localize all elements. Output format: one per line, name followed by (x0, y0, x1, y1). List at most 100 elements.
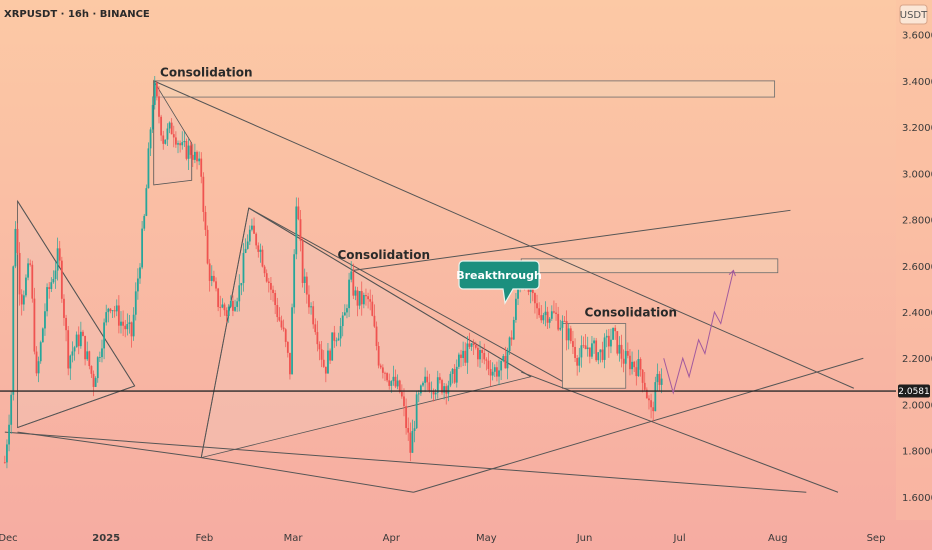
candle-body (367, 296, 369, 300)
candle-body (263, 266, 266, 274)
candle-body (381, 367, 384, 373)
candle-body (403, 396, 405, 407)
candle-body (618, 344, 621, 354)
candle-body (48, 287, 51, 289)
price-tick-label: 1.8000 (902, 447, 932, 458)
candle-body (424, 376, 427, 383)
candle-body (593, 340, 595, 344)
price-axis-panel[interactable] (896, 0, 932, 520)
trend-line[interactable] (353, 209, 791, 271)
candle-body (136, 278, 139, 292)
candle-body (369, 299, 372, 302)
candle-body (331, 332, 334, 361)
currency-button[interactable]: USDT (899, 4, 928, 25)
candle-body (329, 350, 331, 361)
candle-body (310, 306, 312, 308)
candle-body (90, 366, 93, 374)
candle-body (472, 343, 475, 346)
trend-line[interactable] (17, 200, 136, 387)
candle-body (18, 252, 21, 295)
candle-body (386, 373, 388, 381)
trend-line[interactable] (17, 431, 202, 459)
candle-body (610, 339, 612, 347)
candle-body (557, 313, 560, 330)
candle-body (126, 323, 129, 330)
trend-line[interactable] (4, 431, 807, 493)
candle-body (177, 143, 179, 145)
candle-body (248, 229, 251, 242)
candle-body (656, 373, 659, 383)
candle-body (487, 360, 490, 369)
trend-line[interactable] (17, 385, 135, 429)
candle-body (650, 400, 652, 408)
candle-body (324, 366, 327, 374)
candle-body (559, 327, 562, 330)
symbol-title: XRPUSDT · 16h · BINANCE (4, 9, 150, 20)
candle-body (576, 358, 579, 366)
candle-body (498, 370, 500, 377)
candle-body (162, 135, 165, 144)
candle-body (415, 394, 418, 429)
candle-body (641, 369, 644, 383)
candle-body (3, 462, 6, 464)
candle-body (8, 424, 10, 445)
trend-line[interactable] (413, 357, 864, 493)
projection-path[interactable] (663, 270, 734, 395)
candle-body (392, 376, 395, 382)
price-tick-label: 2.4000 (902, 308, 932, 319)
candle-body (305, 276, 308, 295)
trend-line[interactable] (200, 207, 250, 458)
candle-body (457, 354, 460, 367)
candle-body (158, 96, 160, 117)
candle-body (335, 340, 338, 342)
trend-line[interactable] (153, 80, 855, 389)
candle-body (341, 315, 344, 327)
candle-body (299, 219, 302, 241)
candle-body (282, 327, 285, 330)
candle-body (616, 331, 619, 354)
candle-body (417, 393, 420, 395)
candle-body (580, 345, 583, 358)
candle-body (101, 348, 103, 358)
candle-body (569, 328, 572, 342)
candle-body (506, 351, 509, 369)
price-tick-label: 3.4000 (902, 77, 932, 88)
candle-body (413, 428, 416, 431)
candle-body (261, 249, 264, 267)
candle-body (122, 321, 124, 326)
candle-body (432, 390, 435, 395)
candle-body (468, 343, 471, 347)
candle-body (210, 275, 213, 281)
candle-body (50, 282, 53, 289)
candle-body (318, 344, 321, 350)
candle-body (637, 359, 640, 377)
candle-body (531, 286, 534, 294)
candle-body (360, 291, 363, 305)
candle-body (553, 311, 555, 313)
pennant-shape (153, 79, 193, 186)
candle-body (489, 368, 492, 376)
candle-body (189, 145, 192, 155)
candle-body (631, 361, 633, 370)
trend-line[interactable] (201, 457, 414, 493)
candle-body (202, 176, 205, 212)
candle-body (280, 320, 283, 328)
candle-body (86, 351, 89, 360)
price-tick-label: 2.8000 (902, 216, 932, 227)
candle-body (333, 332, 336, 341)
time-axis: Dec 2025 Feb Mar Apr May Jun Jul Aug Sep (0, 533, 885, 544)
candle-body (278, 317, 281, 321)
candle-body (172, 134, 175, 138)
candle-body (597, 352, 600, 361)
candle-body (544, 311, 547, 316)
candle-body (441, 380, 443, 393)
price-tick-label: 2.0000 (902, 400, 932, 411)
candle-body (352, 271, 355, 296)
candle-body (316, 332, 319, 345)
candle-body (607, 335, 610, 347)
price-tick-label: 2.6000 (902, 262, 932, 273)
trend-line[interactable] (521, 371, 839, 493)
candle-body (14, 228, 17, 267)
